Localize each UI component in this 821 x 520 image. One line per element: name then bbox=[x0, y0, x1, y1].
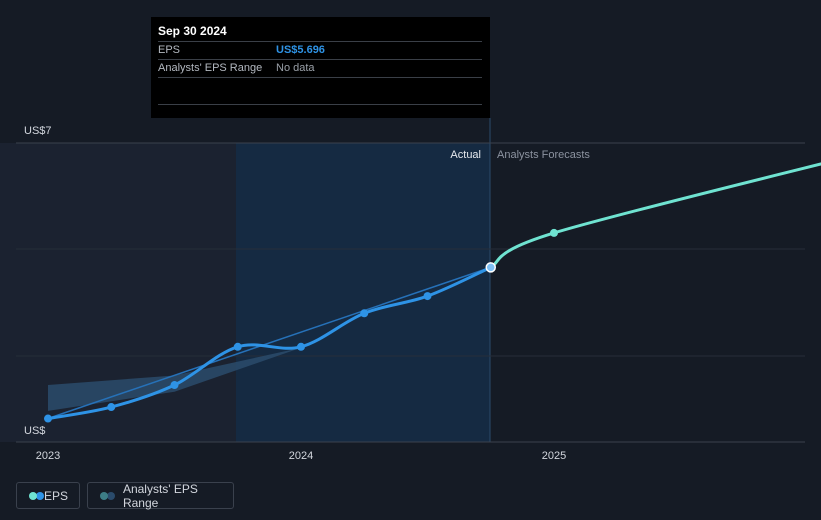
highlight-period-shade bbox=[236, 143, 490, 442]
x-tick-2024: 2024 bbox=[289, 450, 313, 462]
legend-range-button[interactable]: Analysts' EPS Range bbox=[87, 481, 234, 510]
legend-eps-button[interactable]: EPS bbox=[16, 482, 80, 509]
tooltip-range-value: No data bbox=[276, 62, 315, 74]
tooltip-date: Sep 30 2024 bbox=[158, 24, 227, 38]
eps-trend-line bbox=[47, 266, 491, 420]
tooltip-eps-row: EPS US$5.696 bbox=[158, 41, 482, 59]
tooltip: Sep 30 2024 EPS US$5.696 Analysts' EPS R… bbox=[151, 17, 490, 118]
actual-eps-point bbox=[233, 342, 242, 351]
x-tick-2023: 2023 bbox=[36, 450, 60, 462]
actual-eps-point bbox=[170, 381, 179, 390]
tooltip-range-row: Analysts' EPS Range No data bbox=[158, 59, 482, 77]
x-tick-2025: 2025 bbox=[542, 450, 566, 462]
actual-eps-line bbox=[46, 265, 493, 421]
forecast-eps-line bbox=[489, 162, 821, 269]
eps-legend-icon bbox=[29, 491, 44, 500]
forecast-eps-point bbox=[550, 228, 558, 237]
tooltip-range-label: Analysts' EPS Range bbox=[158, 62, 263, 74]
tooltip-point-marker bbox=[485, 262, 496, 273]
actual-label: Actual bbox=[450, 149, 481, 161]
y-label-top: US$7 bbox=[24, 125, 52, 137]
legend-eps-label: EPS bbox=[43, 488, 68, 503]
chart-marks bbox=[44, 162, 821, 423]
actual-eps-point bbox=[107, 403, 116, 412]
tooltip-eps-label: EPS bbox=[158, 44, 181, 56]
forecast-label: Analysts Forecasts bbox=[497, 149, 590, 161]
actual-eps-point bbox=[423, 292, 432, 301]
range-legend-icon bbox=[100, 491, 115, 500]
actual-eps-point bbox=[360, 309, 369, 318]
eps-range-band bbox=[48, 347, 301, 411]
tooltip-eps-value: US$5.696 bbox=[276, 44, 325, 56]
legend-range-label: Analysts' EPS Range bbox=[122, 481, 198, 510]
actual-eps-point bbox=[297, 342, 305, 351]
y-label-bottom: US$ bbox=[24, 425, 45, 437]
actual-eps-point bbox=[44, 414, 52, 423]
tooltip-divider bbox=[158, 77, 482, 105]
